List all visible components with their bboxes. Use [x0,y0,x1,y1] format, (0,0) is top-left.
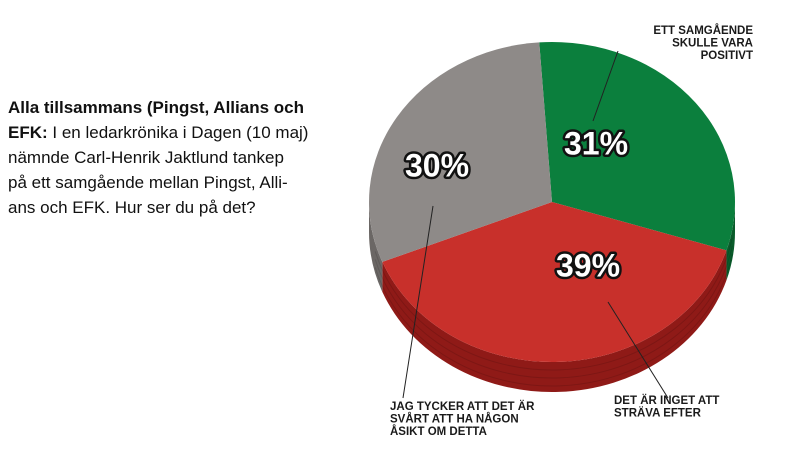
category-label-1-line-3: POSITIVT [701,50,753,62]
category-label-1-line-2: SKULLE VARA [672,38,753,50]
leader-line-2 [607,301,669,399]
question-line-5: ans och EFK. Hur ser du på det? [8,198,256,217]
category-label-3-line-1: JAG TYCKER ATT DET ÄR [390,400,535,413]
category-label-1-line-1: ETT SAMGÅENDE [653,24,753,37]
pie-side-3 [369,202,383,292]
pie-side-rim-1 [374,237,733,371]
question-line-4: på ett samgående mellan Pingst, Alli- [8,173,288,192]
pie-slice-1 [539,42,735,251]
category-label-3-line-3: ÅSIKT OM DETTA [390,425,487,438]
category-label-2-line-2: STRÄVA EFTER [614,407,702,420]
question-line-2: EFK: I en ledarkrönika i Dagen (10 maj) [8,120,338,145]
category-label-3-line-2: SVÅRT ATT HA NÅGON [390,413,519,426]
value-label-3: 30% [405,147,469,183]
category-label-2-line-1: DET ÄR INGET ATT [614,394,719,407]
question-rest-2: I en ledarkrönika i Dagen (10 maj) [47,123,309,142]
question-lead-end: EFK: [8,123,48,142]
value-label-1: 31% [564,125,628,161]
pie-side-1 [726,202,735,281]
leader-line-1 [592,50,619,122]
pie-side-rim-2 [374,245,733,379]
question-text: Alla tillsammans (Pingst, Allians och EF… [8,95,338,220]
question-line-3: nämnde Carl-Henrik Jaktlund tankep [8,148,284,167]
question-lead: Alla tillsammans (Pingst, Allians och [8,98,304,117]
pie-side-2 [382,250,727,392]
pie-slice-2 [382,202,727,362]
pie-slice-3 [369,42,552,262]
leader-line-3 [402,205,434,399]
pie-side-rim-3 [374,253,733,387]
value-label-2: 39% [556,247,620,283]
question-line-1: Alla tillsammans (Pingst, Allians och [8,95,338,120]
